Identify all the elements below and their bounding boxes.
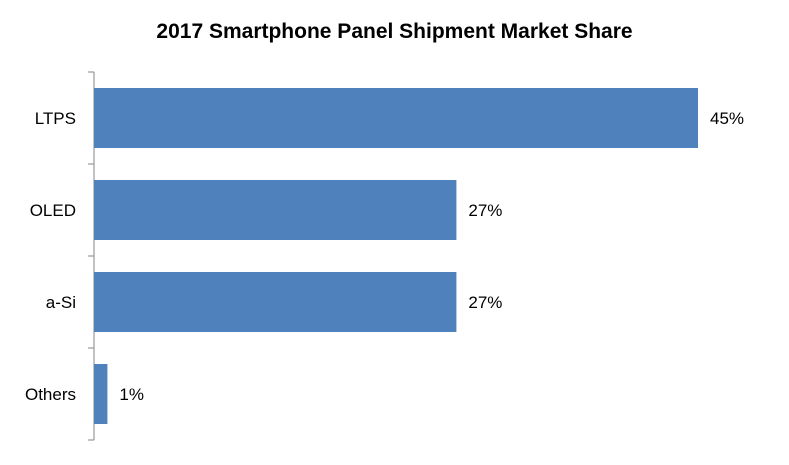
bar-ltps: [94, 88, 698, 148]
bar-oled: [94, 180, 457, 240]
bar-others: [94, 364, 108, 424]
data-label: 27%: [468, 201, 502, 220]
category-label: a-Si: [46, 293, 76, 312]
bar-a-si: [94, 272, 457, 332]
data-label: 27%: [468, 293, 502, 312]
category-label: Others: [25, 385, 76, 404]
category-label: OLED: [30, 201, 76, 220]
category-label: LTPS: [35, 109, 76, 128]
chart-title: 2017 Smartphone Panel Shipment Market Sh…: [156, 20, 633, 43]
data-label: 45%: [710, 109, 744, 128]
data-label: 1%: [119, 385, 144, 404]
